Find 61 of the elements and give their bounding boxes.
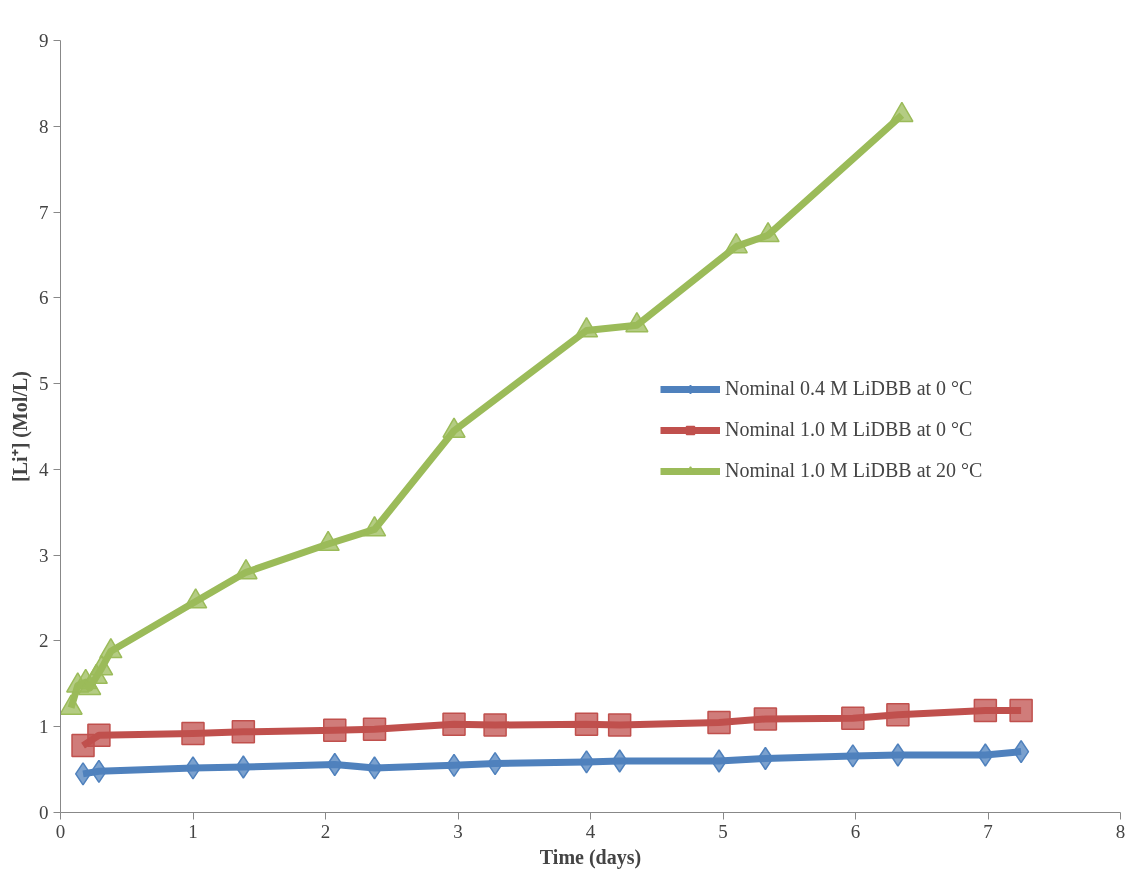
- legend-label: Nominal 1.0 M LiDBB at 20 °C: [725, 459, 983, 482]
- point: [611, 749, 628, 773]
- x-tick-label: 4: [585, 820, 596, 842]
- point: [362, 515, 387, 537]
- point: [625, 311, 649, 333]
- point: [234, 558, 258, 580]
- point: [578, 750, 595, 774]
- legend-label: Nominal 1.0 M LiDBB at 0 °C: [725, 418, 973, 441]
- x-tick-label: 3: [453, 820, 463, 842]
- y-tick-label: 3: [39, 544, 49, 566]
- point: [442, 712, 466, 736]
- point: [574, 316, 599, 338]
- point: [977, 743, 994, 767]
- point: [707, 710, 731, 735]
- y-tick-label: 7: [39, 201, 49, 223]
- y-axis-title: [Li⁺] (Mol/L): [9, 371, 32, 482]
- y-tick-label: 9: [39, 30, 49, 51]
- y-tick-label: 2: [39, 630, 49, 652]
- point: [445, 753, 463, 778]
- x-tick-label: 6: [850, 820, 861, 842]
- x-tick-label: 7: [983, 820, 993, 842]
- x-tick-label: 0: [55, 820, 66, 842]
- point: [710, 749, 728, 773]
- point: [442, 417, 466, 438]
- point: [362, 717, 387, 742]
- y-tick-label: 8: [39, 115, 49, 137]
- point: [841, 706, 865, 730]
- point: [574, 712, 599, 736]
- point: [366, 756, 383, 780]
- point: [235, 755, 252, 779]
- point: [724, 232, 748, 254]
- x-axis-title: Time (days): [539, 845, 642, 869]
- point: [181, 721, 205, 746]
- point: [87, 723, 111, 748]
- point: [889, 743, 906, 767]
- point: [323, 718, 347, 742]
- y-tick-label: 6: [39, 287, 49, 309]
- y-tick-label: 4: [39, 458, 49, 480]
- point: [607, 713, 632, 737]
- point: [890, 101, 914, 123]
- point: [231, 720, 256, 744]
- x-tick-label: 2: [320, 820, 331, 842]
- x-tick-label: 1: [188, 820, 198, 842]
- point: [183, 588, 208, 609]
- point: [184, 756, 202, 780]
- y-tick-label: 5: [39, 373, 49, 395]
- point: [756, 221, 780, 243]
- point: [74, 762, 92, 786]
- point: [886, 702, 910, 727]
- x-tick-label: 5: [718, 820, 728, 842]
- point: [753, 707, 778, 731]
- point: [973, 698, 998, 723]
- point: [483, 713, 507, 737]
- x-tick-label: 8: [1115, 820, 1126, 842]
- y-tick-label: 0: [39, 802, 49, 823]
- point: [1009, 698, 1033, 723]
- y-tick-label: 1: [39, 716, 49, 738]
- point: [316, 530, 340, 552]
- point: [90, 759, 108, 784]
- legend-label: Nominal 0.4 M LiDBB at 0 °C: [725, 377, 973, 400]
- point: [844, 744, 861, 768]
